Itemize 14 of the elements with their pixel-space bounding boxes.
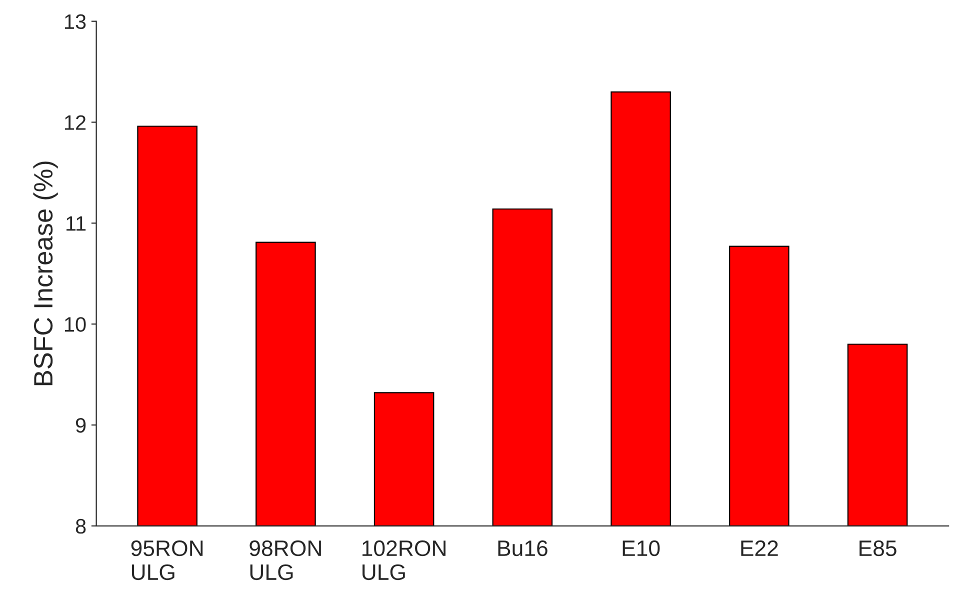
x-tick-label: Bu16 [498, 540, 548, 556]
y-tick-label: 10 [64, 317, 86, 332]
y-tick-label: 9 [76, 418, 86, 433]
y-tick-label: 13 [64, 14, 86, 30]
x-tick-label: E85 [860, 540, 896, 556]
y-axis-title: BSFC Increase (%) [33, 162, 58, 386]
y-tick-label: 8 [76, 518, 86, 534]
y-tick-label: 11 [66, 216, 86, 231]
x-tick-label: E22 [741, 540, 778, 556]
x-tick-label: E10 [622, 540, 660, 556]
x-tick-label: 95RON ULG [131, 540, 203, 580]
x-tick-label: 98RON ULG [250, 540, 321, 580]
x-tick-label: 102RON ULG [362, 540, 446, 580]
y-tick-label: 12 [64, 115, 86, 130]
